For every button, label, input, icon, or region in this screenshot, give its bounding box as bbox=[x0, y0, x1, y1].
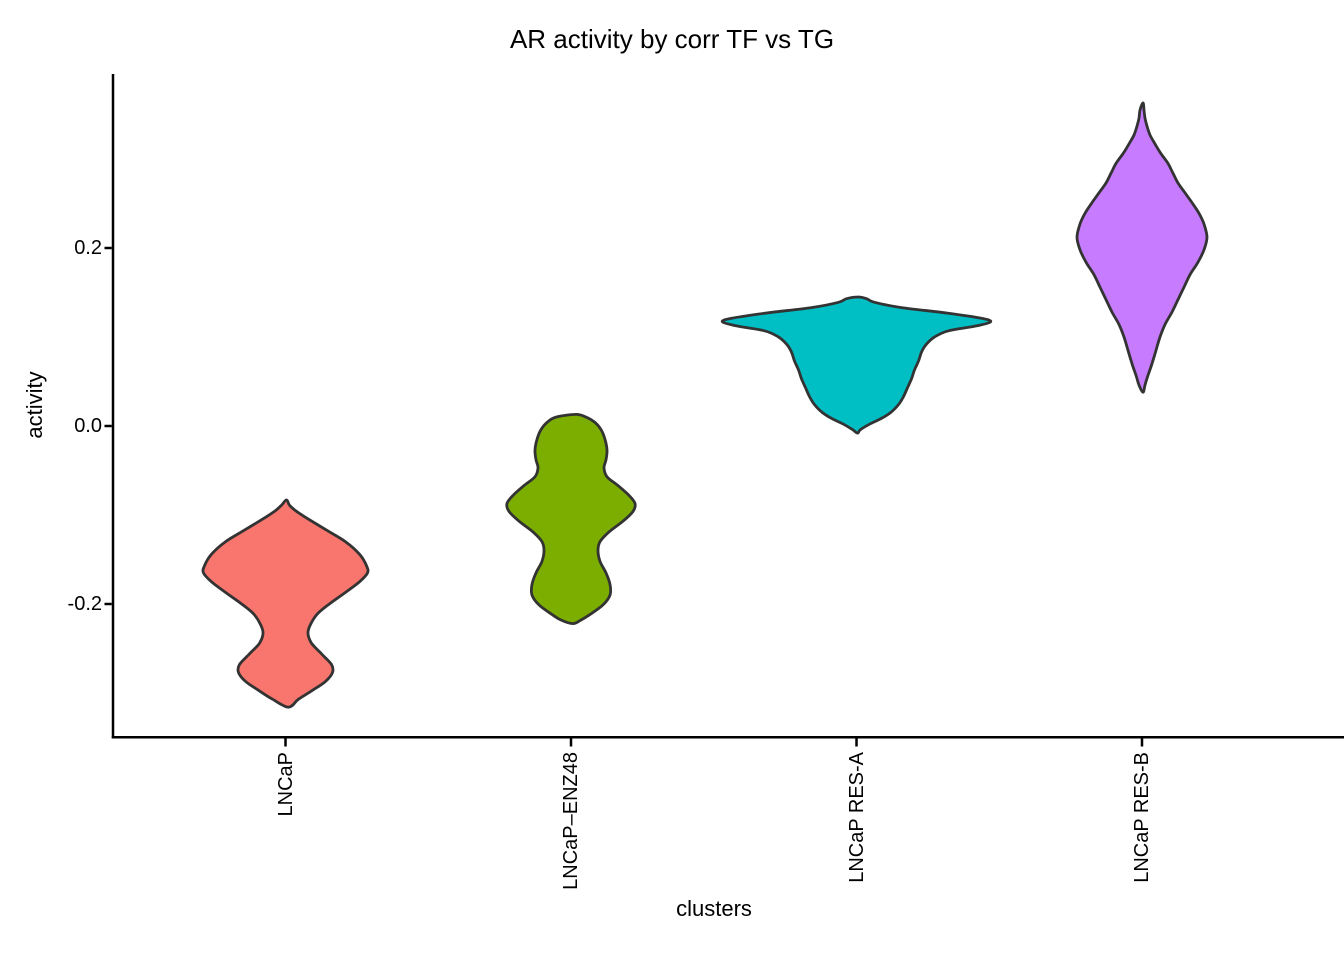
y-tick-label-0.2: 0.2 bbox=[74, 237, 102, 259]
y-tick-label-neg0.2: -0.2 bbox=[67, 593, 102, 615]
x-axis-title: clusters bbox=[676, 896, 752, 921]
x-tick-label-lncap-res-b: LNCaP RES-B bbox=[1131, 752, 1153, 883]
x-tick-label-lncap-res-a: LNCaP RES-A bbox=[845, 752, 868, 883]
x-tick-label-lncap-enz48: LNCaP–ENZ48 bbox=[560, 752, 582, 890]
x-tick-label-lncap: LNCaP bbox=[274, 752, 297, 817]
violin-lncap-res-b bbox=[1075, 101, 1209, 394]
violin-lncap-enz48 bbox=[505, 413, 637, 625]
violin-shapes bbox=[201, 101, 1209, 709]
violin-lncap-res-a bbox=[720, 295, 993, 435]
x-axis-ticks bbox=[284, 738, 1144, 747]
y-tick-label-0.0: 0.0 bbox=[74, 415, 102, 437]
violin-lncap bbox=[201, 498, 370, 709]
axes bbox=[111, 74, 1344, 739]
y-axis-ticks bbox=[104, 246, 112, 606]
plot-title: AR activity by corr TF vs TG bbox=[509, 24, 835, 54]
